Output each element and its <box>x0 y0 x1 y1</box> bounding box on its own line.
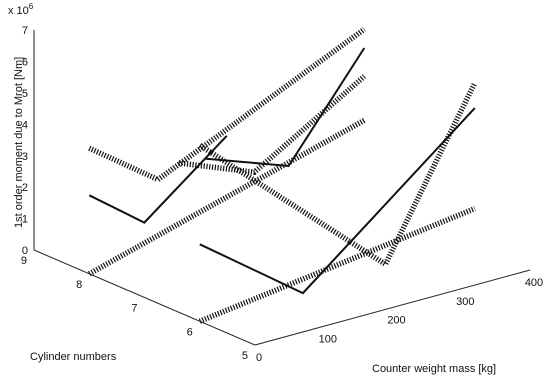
y-tick-label: 9 <box>21 255 27 267</box>
z-tick-label: 3 <box>22 151 28 163</box>
y-tick-label: 8 <box>76 279 82 291</box>
z-tick-label: 2 <box>22 182 28 194</box>
series-line-3 <box>198 81 478 269</box>
y-axis-line <box>33 249 256 346</box>
y-tick-label: 7 <box>131 303 137 315</box>
z-tick-label: 7 <box>22 25 28 37</box>
x-tick-label: 0 <box>256 352 262 364</box>
x-tick-label: 400 <box>525 277 543 289</box>
z-tick-label: 6 <box>22 57 28 69</box>
series-line-6 <box>206 47 366 168</box>
y-tick-label: 6 <box>187 326 193 338</box>
z-tick-label: 5 <box>22 88 28 100</box>
z-tick-label: 1 <box>22 214 28 226</box>
y-axis-label: Cylinder numbers <box>30 351 117 363</box>
series-line-7 <box>88 26 366 183</box>
axes-group <box>33 30 531 346</box>
series-layer <box>87 26 478 324</box>
z-tick-label: 0 <box>22 245 28 257</box>
exponent-superscript: 6 <box>29 2 34 11</box>
series-line-1 <box>198 206 476 324</box>
exponent-label: x 106 <box>8 2 34 17</box>
series-line-8 <box>178 74 367 176</box>
x-tick-label: 300 <box>456 296 474 308</box>
z-tick-label: 4 <box>22 119 28 131</box>
z-axis-label: 1st order moment due to Mrot [Nm] <box>13 57 25 228</box>
x-axis-line <box>254 269 531 346</box>
x-axis-label: Counter weight mass [kg] <box>372 363 496 375</box>
x-tick-label: 200 <box>387 315 405 327</box>
series-line-4 <box>87 117 366 277</box>
series-line-2 <box>199 107 476 295</box>
x-tick-label: 100 <box>319 333 337 345</box>
y-tick-label: 5 <box>242 350 248 362</box>
